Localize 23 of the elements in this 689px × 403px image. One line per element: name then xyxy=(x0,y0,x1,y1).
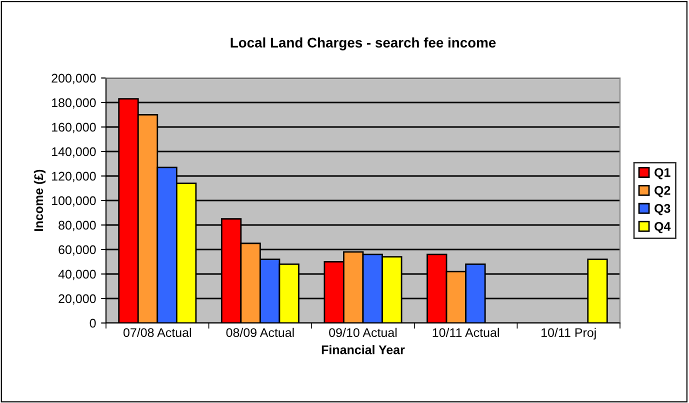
x-axis-title: Financial Year xyxy=(322,345,405,354)
y-tick-label: 100,000 xyxy=(52,196,96,207)
legend-label: Q3 xyxy=(654,204,670,216)
y-tick-label: 160,000 xyxy=(52,122,96,134)
y-tick-label: 60,000 xyxy=(58,245,96,256)
legend-label: Q1 xyxy=(654,168,670,180)
y-tick-label: 180,000 xyxy=(52,98,96,109)
y-tick-label: 200,000 xyxy=(52,74,96,84)
x-tick-label: 10/11 Actual xyxy=(432,328,499,338)
x-tick-label: 08/09 Actual xyxy=(226,328,294,338)
y-tick-label: 40,000 xyxy=(58,270,96,280)
x-tick-label: 10/11 Proj xyxy=(542,328,596,340)
legend-label: Q4 xyxy=(654,222,671,234)
x-tick-label: 07/08 Actual xyxy=(123,328,191,338)
chart-title: Local Land Charges - search fee income xyxy=(230,37,496,50)
y-tick-label: 0 xyxy=(90,318,96,328)
y-tick-label: 80,000 xyxy=(58,220,96,232)
y-axis-title: Income (£) xyxy=(34,170,46,231)
y-tick-label: 140,000 xyxy=(52,147,96,158)
legend-label: Q2 xyxy=(654,186,670,198)
y-tick-label: 20,000 xyxy=(58,294,96,305)
y-tick-label: 120,000 xyxy=(52,172,96,182)
x-tick-label: 09/10 Actual xyxy=(329,328,397,338)
